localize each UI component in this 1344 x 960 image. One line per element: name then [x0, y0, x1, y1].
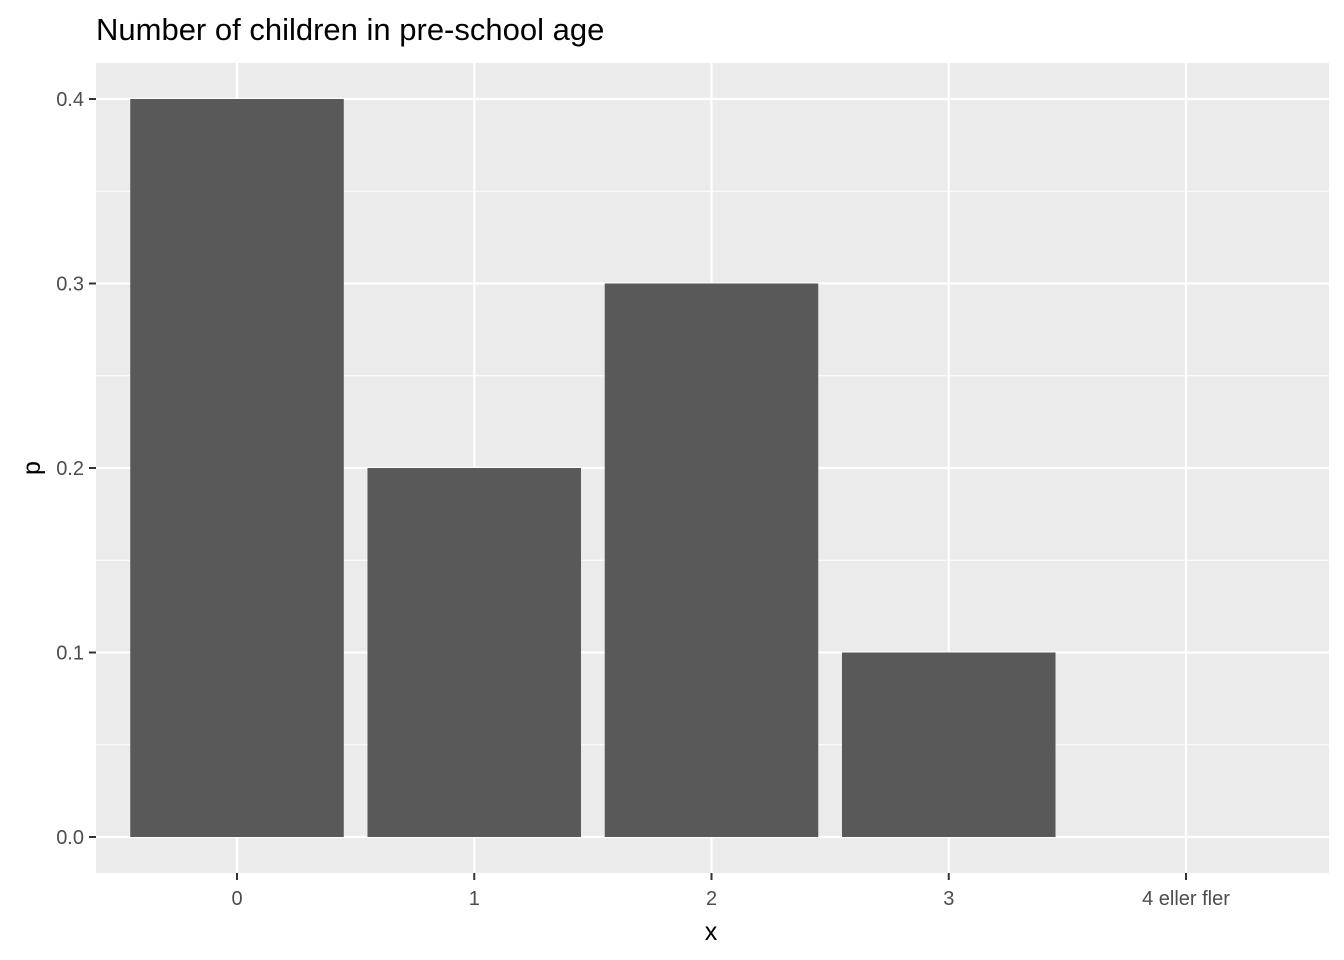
x-tick-label: 4 eller fler	[1142, 888, 1230, 910]
x-tick-label: 0	[231, 888, 242, 910]
chart-title: Number of children in pre-school age	[96, 12, 604, 47]
bar-2	[604, 283, 819, 837]
bar-0	[130, 99, 344, 837]
y-tick-label: 0.0	[56, 827, 84, 849]
bar-3	[841, 652, 1056, 837]
y-tick-label: 0.2	[56, 458, 84, 480]
x-tick-label: 2	[706, 888, 717, 910]
y-axis: 0.0 0.1 0.2 0.3 0.4	[56, 89, 96, 849]
y-tick-label: 0.4	[56, 89, 84, 111]
bars	[130, 99, 1056, 837]
x-tick-label: 3	[943, 888, 954, 910]
x-axis: 0 1 2 3 4 eller fler	[231, 873, 1230, 910]
x-tick-label: 1	[469, 888, 480, 910]
y-tick-label: 0.3	[56, 274, 84, 296]
y-tick-label: 0.1	[56, 643, 84, 665]
y-axis-title: p	[18, 461, 46, 475]
x-axis-title: x	[705, 918, 718, 946]
bar-1	[367, 468, 582, 837]
